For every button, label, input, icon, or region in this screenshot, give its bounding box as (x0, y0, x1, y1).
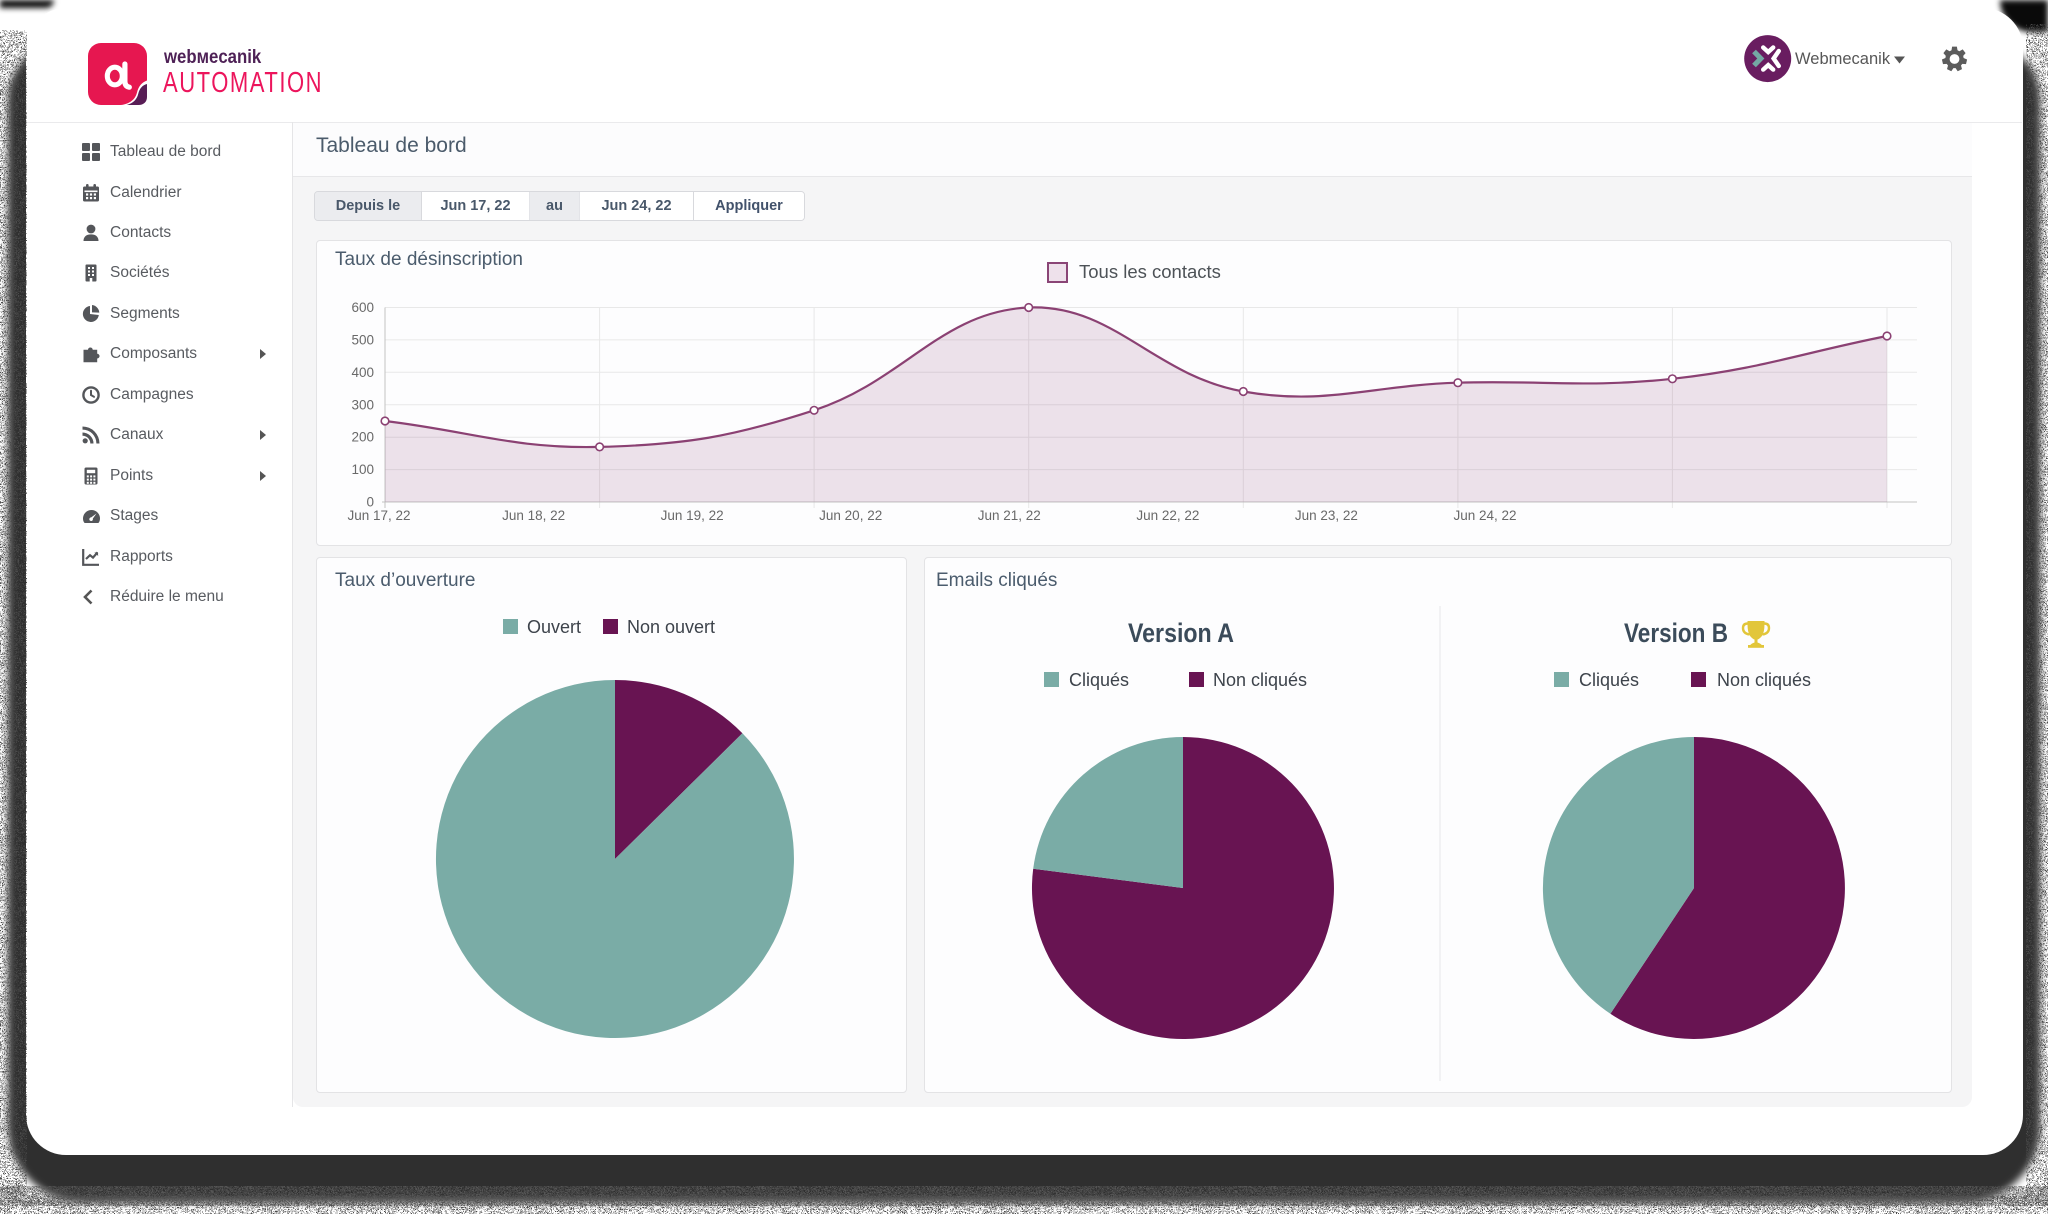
svg-text:500: 500 (351, 332, 374, 347)
svg-text:Jun 22, 22: Jun 22, 22 (1136, 508, 1199, 523)
svg-text:Jun 23, 22: Jun 23, 22 (1295, 508, 1358, 523)
svg-text:600: 600 (351, 300, 374, 315)
svg-text:Cliqués: Cliqués (1579, 670, 1639, 690)
svg-text:Jun 24, 22: Jun 24, 22 (1453, 508, 1516, 523)
svg-text:Jun 20, 22: Jun 20, 22 (819, 508, 882, 523)
svg-text:Version A: Version A (1128, 618, 1234, 648)
svg-text:100: 100 (351, 462, 374, 477)
svg-text:Jun 21, 22: Jun 21, 22 (978, 508, 1041, 523)
svg-text:Ouvert: Ouvert (527, 617, 581, 637)
svg-text:Version B: Version B (1624, 618, 1728, 648)
svg-text:Non ouvert: Non ouvert (627, 617, 715, 637)
svg-text:Cliqués: Cliqués (1069, 670, 1129, 690)
svg-text:Non cliqués: Non cliqués (1213, 670, 1307, 690)
svg-text:Jun 19, 22: Jun 19, 22 (661, 508, 724, 523)
svg-text:Non cliqués: Non cliqués (1717, 670, 1811, 690)
svg-text:400: 400 (351, 365, 374, 380)
svg-text:200: 200 (351, 430, 374, 445)
svg-text:300: 300 (351, 397, 374, 412)
svg-text:0: 0 (366, 495, 374, 510)
svg-text:Jun 17, 22: Jun 17, 22 (347, 508, 410, 523)
svg-text:Jun 18, 22: Jun 18, 22 (502, 508, 565, 523)
